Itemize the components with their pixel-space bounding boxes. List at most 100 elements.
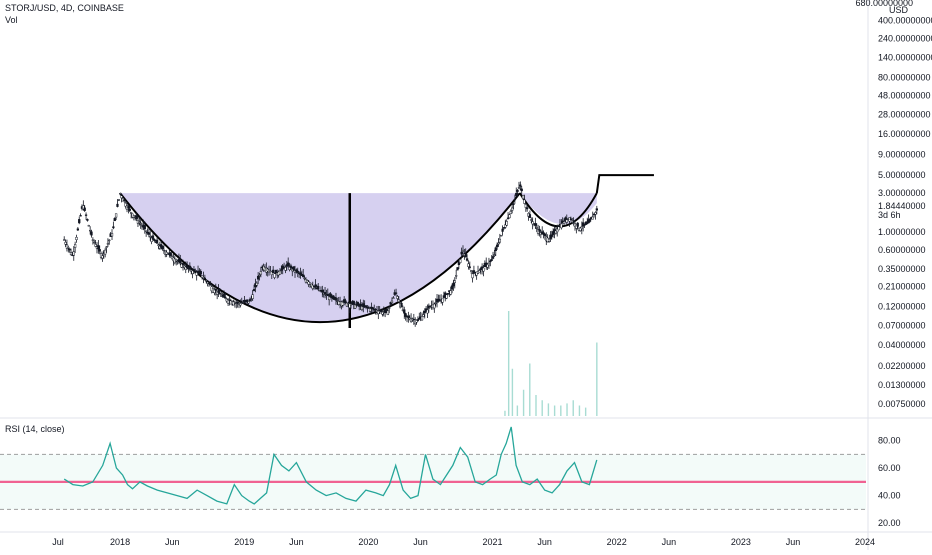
candle-body [441,298,444,303]
candle-body [576,222,579,227]
time-axis-tick: Jun [289,537,304,547]
cup-fill [120,193,597,323]
candle-body [467,263,470,267]
price-axis-tick: 0.60000000 [878,245,926,255]
volume-bar [535,395,537,416]
candle-body [364,305,368,308]
candle-body [228,299,231,301]
candle-body [528,214,532,218]
cup-and-handle-drawing[interactable] [119,174,654,329]
candle-body [512,203,515,205]
candle-body [367,307,370,309]
candle-body [184,266,187,270]
candle-body [444,292,447,297]
rsi-axis-tick: 20.00 [878,518,901,528]
candle-body [199,271,202,275]
candle-body [162,249,166,252]
candle-body [273,273,276,278]
candle-body [143,225,146,230]
volume-bar [516,405,519,416]
rsi-line [63,426,598,505]
candle-body [550,234,553,237]
candle-body [69,252,73,256]
candle-body [407,315,410,318]
candle-body [326,293,329,297]
candle-body [317,285,320,290]
candle-body [386,310,390,316]
candle-body [478,270,481,273]
candle-body [359,303,362,307]
candle-body [371,307,375,310]
candle-body [207,282,211,285]
candle-body [241,302,245,304]
candle-body [530,219,533,221]
candle-body [108,239,111,242]
candle-body [422,314,425,317]
candle-body [453,280,456,283]
candle-body [394,292,398,294]
candle-body [82,205,85,210]
candle-body [362,303,365,307]
candle-body [150,237,153,242]
candle-body [519,184,522,187]
candle-body [580,226,583,230]
candle-body [446,293,450,295]
candle-body [218,293,222,295]
candle-body [149,236,152,238]
price-axis-tick: 3.00000000 [878,188,926,198]
candle-body [523,199,526,204]
rsi-label: RSI (14, close) [5,424,65,434]
candle-body [259,271,263,275]
candle-body [423,310,426,314]
candle-body [470,270,473,272]
rsi-axis-tick: 80.00 [878,436,901,446]
price-axis-tick: 0.07000000 [878,320,926,330]
candle-body [531,221,534,225]
candle-body [185,265,189,269]
price-axis-tick: 16.00000000 [878,129,931,139]
candle-body [509,211,512,215]
candle-body [374,309,377,311]
price-candles [63,181,598,327]
candle-body [86,219,89,221]
candle-body [117,199,120,201]
volume-bar [596,342,598,416]
candle-body [461,250,465,252]
candle-body [250,298,253,300]
candle-body [87,225,90,227]
candle-body [416,319,420,321]
volume-bar [507,311,510,416]
candle-body [464,253,467,258]
time-axis-tick: 2019 [234,537,254,547]
candle-body [258,275,261,277]
candle-body [562,221,566,224]
candle-body [442,295,446,298]
price-axis[interactable]: 400.00000000 240.00000000 140.00000000 80.0… [878,16,932,409]
candle-body [226,299,230,304]
candle-body [284,267,287,271]
time-axis[interactable]: Jul 2018 Jun 2019 Jun 2020 Jun 2021 Jun 2022 Jun 20… [52,537,875,547]
candle-body [500,235,503,237]
countdown-label: 3d 6h [878,210,901,220]
candle-body [572,220,575,223]
candle-body [360,306,364,310]
vol-label: Vol [5,15,18,25]
candle-body [194,270,197,273]
candle-body [513,198,517,201]
price-axis-tick: 0.00750000 [878,399,926,409]
candle-body [139,223,142,225]
candle-body [521,195,525,200]
price-axis-tick: 240.00000000 [878,34,932,44]
price-axis-tick: 0.04000000 [878,340,926,350]
candle-body [255,282,258,286]
candle-body [465,258,469,261]
candle-body [418,317,421,320]
candle-body [116,203,119,207]
candle-body [534,223,537,226]
candle-body [101,255,104,259]
candle-body [161,246,164,250]
time-axis-tick: 2023 [731,537,751,547]
candle-body [246,299,249,302]
